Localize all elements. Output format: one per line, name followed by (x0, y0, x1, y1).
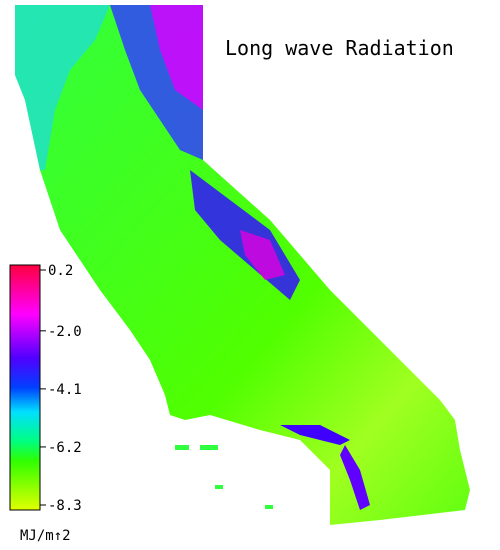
scale-tick-label: -2.0 (48, 324, 82, 340)
state-shape (15, 5, 470, 525)
map-title: Long wave Radiation (225, 36, 454, 60)
color-scale (9, 264, 41, 511)
scale-tick-label: -4.1 (48, 382, 82, 398)
scale-tick-label: -6.2 (48, 440, 82, 456)
scale-unit: MJ/m↑2 (20, 528, 71, 544)
scale-tick-label: -8.3 (48, 498, 82, 514)
scale-tick-label: 0.2 (48, 263, 73, 279)
